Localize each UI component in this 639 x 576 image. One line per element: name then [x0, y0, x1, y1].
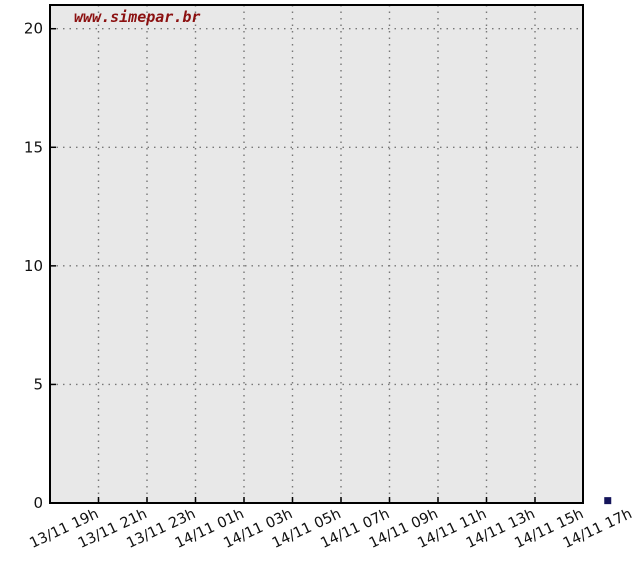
- y-tick-label: 10: [24, 257, 43, 275]
- data-point: [604, 497, 612, 505]
- y-tick-label: 0: [33, 494, 43, 512]
- plot-frame: [49, 4, 584, 504]
- y-tick-label: 15: [24, 138, 43, 156]
- y-tick-label: 5: [33, 375, 43, 393]
- grid-lines: [50, 5, 583, 503]
- data-marks: [604, 497, 612, 505]
- y-tick-label: 20: [24, 20, 43, 38]
- watermark-text: www.simepar.br: [74, 8, 200, 26]
- plot-area: [50, 5, 583, 503]
- y-axis-ticks: 0 5 10 15 20: [24, 20, 56, 512]
